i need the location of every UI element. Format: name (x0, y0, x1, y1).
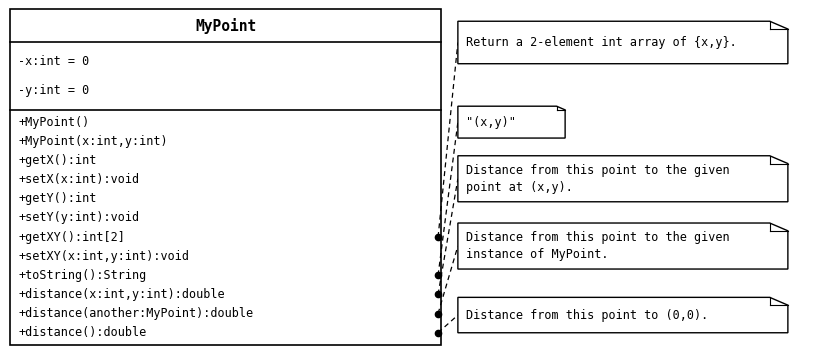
Bar (10, 9, 441, 345)
Text: +toString():String: +toString():String (18, 269, 146, 282)
Text: +getY():int: +getY():int (18, 192, 97, 205)
Polygon shape (458, 297, 788, 333)
Text: +MyPoint(x:int,y:int): +MyPoint(x:int,y:int) (18, 135, 167, 148)
Text: Distance from this point to (0,0).: Distance from this point to (0,0). (466, 309, 709, 321)
Text: +setY(y:int):void: +setY(y:int):void (18, 211, 139, 224)
Polygon shape (458, 21, 788, 64)
Text: +distance():double: +distance():double (18, 326, 146, 339)
Text: +getX():int: +getX():int (18, 154, 97, 167)
Text: +getXY():int[2]: +getXY():int[2] (18, 230, 125, 244)
Polygon shape (458, 223, 788, 269)
Polygon shape (458, 106, 565, 138)
Text: +setXY(x:int,y:int):void: +setXY(x:int,y:int):void (18, 250, 189, 263)
Text: +distance(x:int,y:int):double: +distance(x:int,y:int):double (18, 288, 224, 301)
Text: -x:int = 0: -x:int = 0 (18, 55, 89, 68)
Text: -y:int = 0: -y:int = 0 (18, 84, 89, 97)
Text: MyPoint: MyPoint (195, 18, 257, 34)
Polygon shape (458, 156, 788, 202)
Text: +MyPoint(): +MyPoint() (18, 116, 89, 129)
Text: "(x,y)": "(x,y)" (466, 116, 516, 129)
Text: Distance from this point to the given
point at (x,y).: Distance from this point to the given po… (466, 164, 730, 194)
Text: +distance(another:MyPoint):double: +distance(another:MyPoint):double (18, 307, 253, 320)
Text: Return a 2-element int array of {x,y}.: Return a 2-element int array of {x,y}. (466, 36, 737, 49)
Text: Distance from this point to the given
instance of MyPoint.: Distance from this point to the given in… (466, 231, 730, 261)
Text: +setX(x:int):void: +setX(x:int):void (18, 173, 139, 186)
